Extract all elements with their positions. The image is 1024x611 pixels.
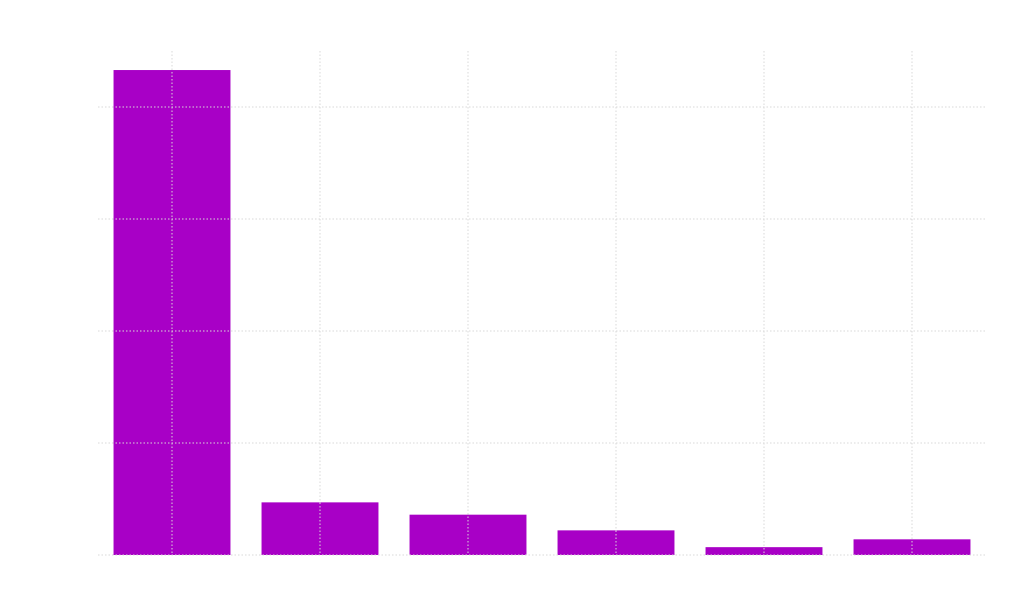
bar — [705, 547, 823, 555]
bar — [113, 70, 231, 555]
bars — [113, 70, 971, 555]
bar — [853, 539, 971, 555]
bar — [261, 502, 379, 555]
grid — [98, 51, 986, 556]
